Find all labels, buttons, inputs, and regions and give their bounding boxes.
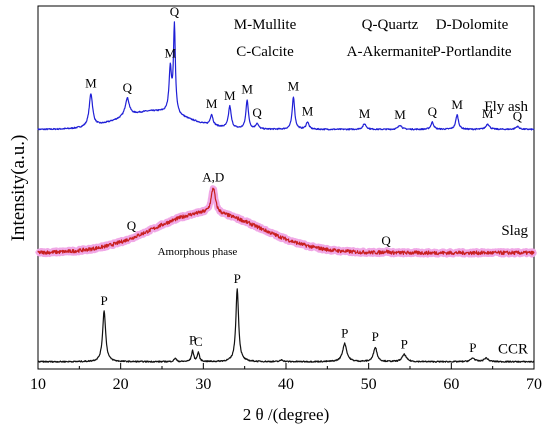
peak-label-fly-ash-11: M <box>394 107 406 122</box>
series-name-slag: Slag <box>501 223 528 239</box>
peak-label-ccr-4: P <box>234 271 241 286</box>
peak-label-ccr-8: P <box>401 336 408 351</box>
x-axis-ticks: 10 20 30 40 50 60 70 <box>30 363 542 393</box>
slag-line <box>37 187 535 256</box>
peak-label-fly-ash-12: Q <box>428 104 438 119</box>
x-tick-label-30: 30 <box>195 376 211 393</box>
peak-label-fly-ash-4: M <box>206 96 218 111</box>
series-name-ccr: CCR <box>498 342 528 358</box>
legend-entry-2: D-Dolomite <box>436 17 509 33</box>
fly-ash-line <box>37 21 535 131</box>
peak-label-fly-ash-9: M <box>302 104 314 119</box>
peak-label-ccr-3: C <box>194 334 203 349</box>
x-axis-label: 2 θ /(degree) <box>243 405 330 424</box>
peak-label-slag-0: A,D <box>202 170 224 185</box>
annotation-slag-0: Q <box>127 218 137 233</box>
x-tick-label-60: 60 <box>443 376 459 393</box>
peak-label-slag-1: Q <box>381 233 391 248</box>
peak-label-ccr-7: P <box>372 329 379 344</box>
x-tick-label-70: 70 <box>526 376 542 393</box>
plot-frame <box>37 5 535 370</box>
legend-entry-1: Q-Quartz <box>362 17 419 33</box>
peak-label-fly-ash-10: M <box>359 106 371 121</box>
x-tick-label-40: 40 <box>278 376 294 393</box>
peak-label-fly-ash-2: M <box>164 45 176 60</box>
peak-label-fly-ash-13: M <box>451 97 463 112</box>
ccr-line <box>37 288 535 363</box>
peak-label-ccr-2: P <box>189 332 196 347</box>
legend: M-Mullite Q-Quartz D-Dolomite C-Calcite A-Ak… <box>234 17 512 60</box>
x-tick-label-10: 10 <box>30 376 46 393</box>
legend-entry-4: A-Akermanite <box>347 44 434 60</box>
peak-label-ccr-9: P <box>469 340 476 355</box>
legend-entry-0: M-Mullite <box>234 17 297 33</box>
annotation-slag-1: Amorphous phase <box>158 246 238 258</box>
peak-label-ccr-6: P <box>341 325 348 340</box>
x-tick-label-20: 20 <box>113 376 129 393</box>
peak-label-fly-ash-15: Q <box>513 108 523 123</box>
peak-label-fly-ash-0: M <box>85 76 97 91</box>
series-name-fly-ash: Fly ash <box>484 99 528 115</box>
y-axis-label: Intensity(a.u.) <box>8 135 29 242</box>
legend-entry-5: P-Portlandite <box>432 44 512 60</box>
peak-label-fly-ash-6: M <box>241 82 253 97</box>
x-tick-label-50: 50 <box>361 376 377 393</box>
peak-label-fly-ash-8: M <box>288 79 300 94</box>
peak-label-fly-ash-5: M <box>224 88 236 103</box>
series-layer <box>35 21 537 363</box>
peak-label-fly-ash-14: M <box>482 106 494 121</box>
peak-label-fly-ash-1: Q <box>123 80 133 95</box>
legend-entry-3: C-Calcite <box>236 44 294 60</box>
peak-label-fly-ash-7: Q <box>252 105 262 120</box>
peak-label-ccr-0: P <box>101 293 108 308</box>
peak-label-fly-ash-3: Q <box>170 4 180 19</box>
